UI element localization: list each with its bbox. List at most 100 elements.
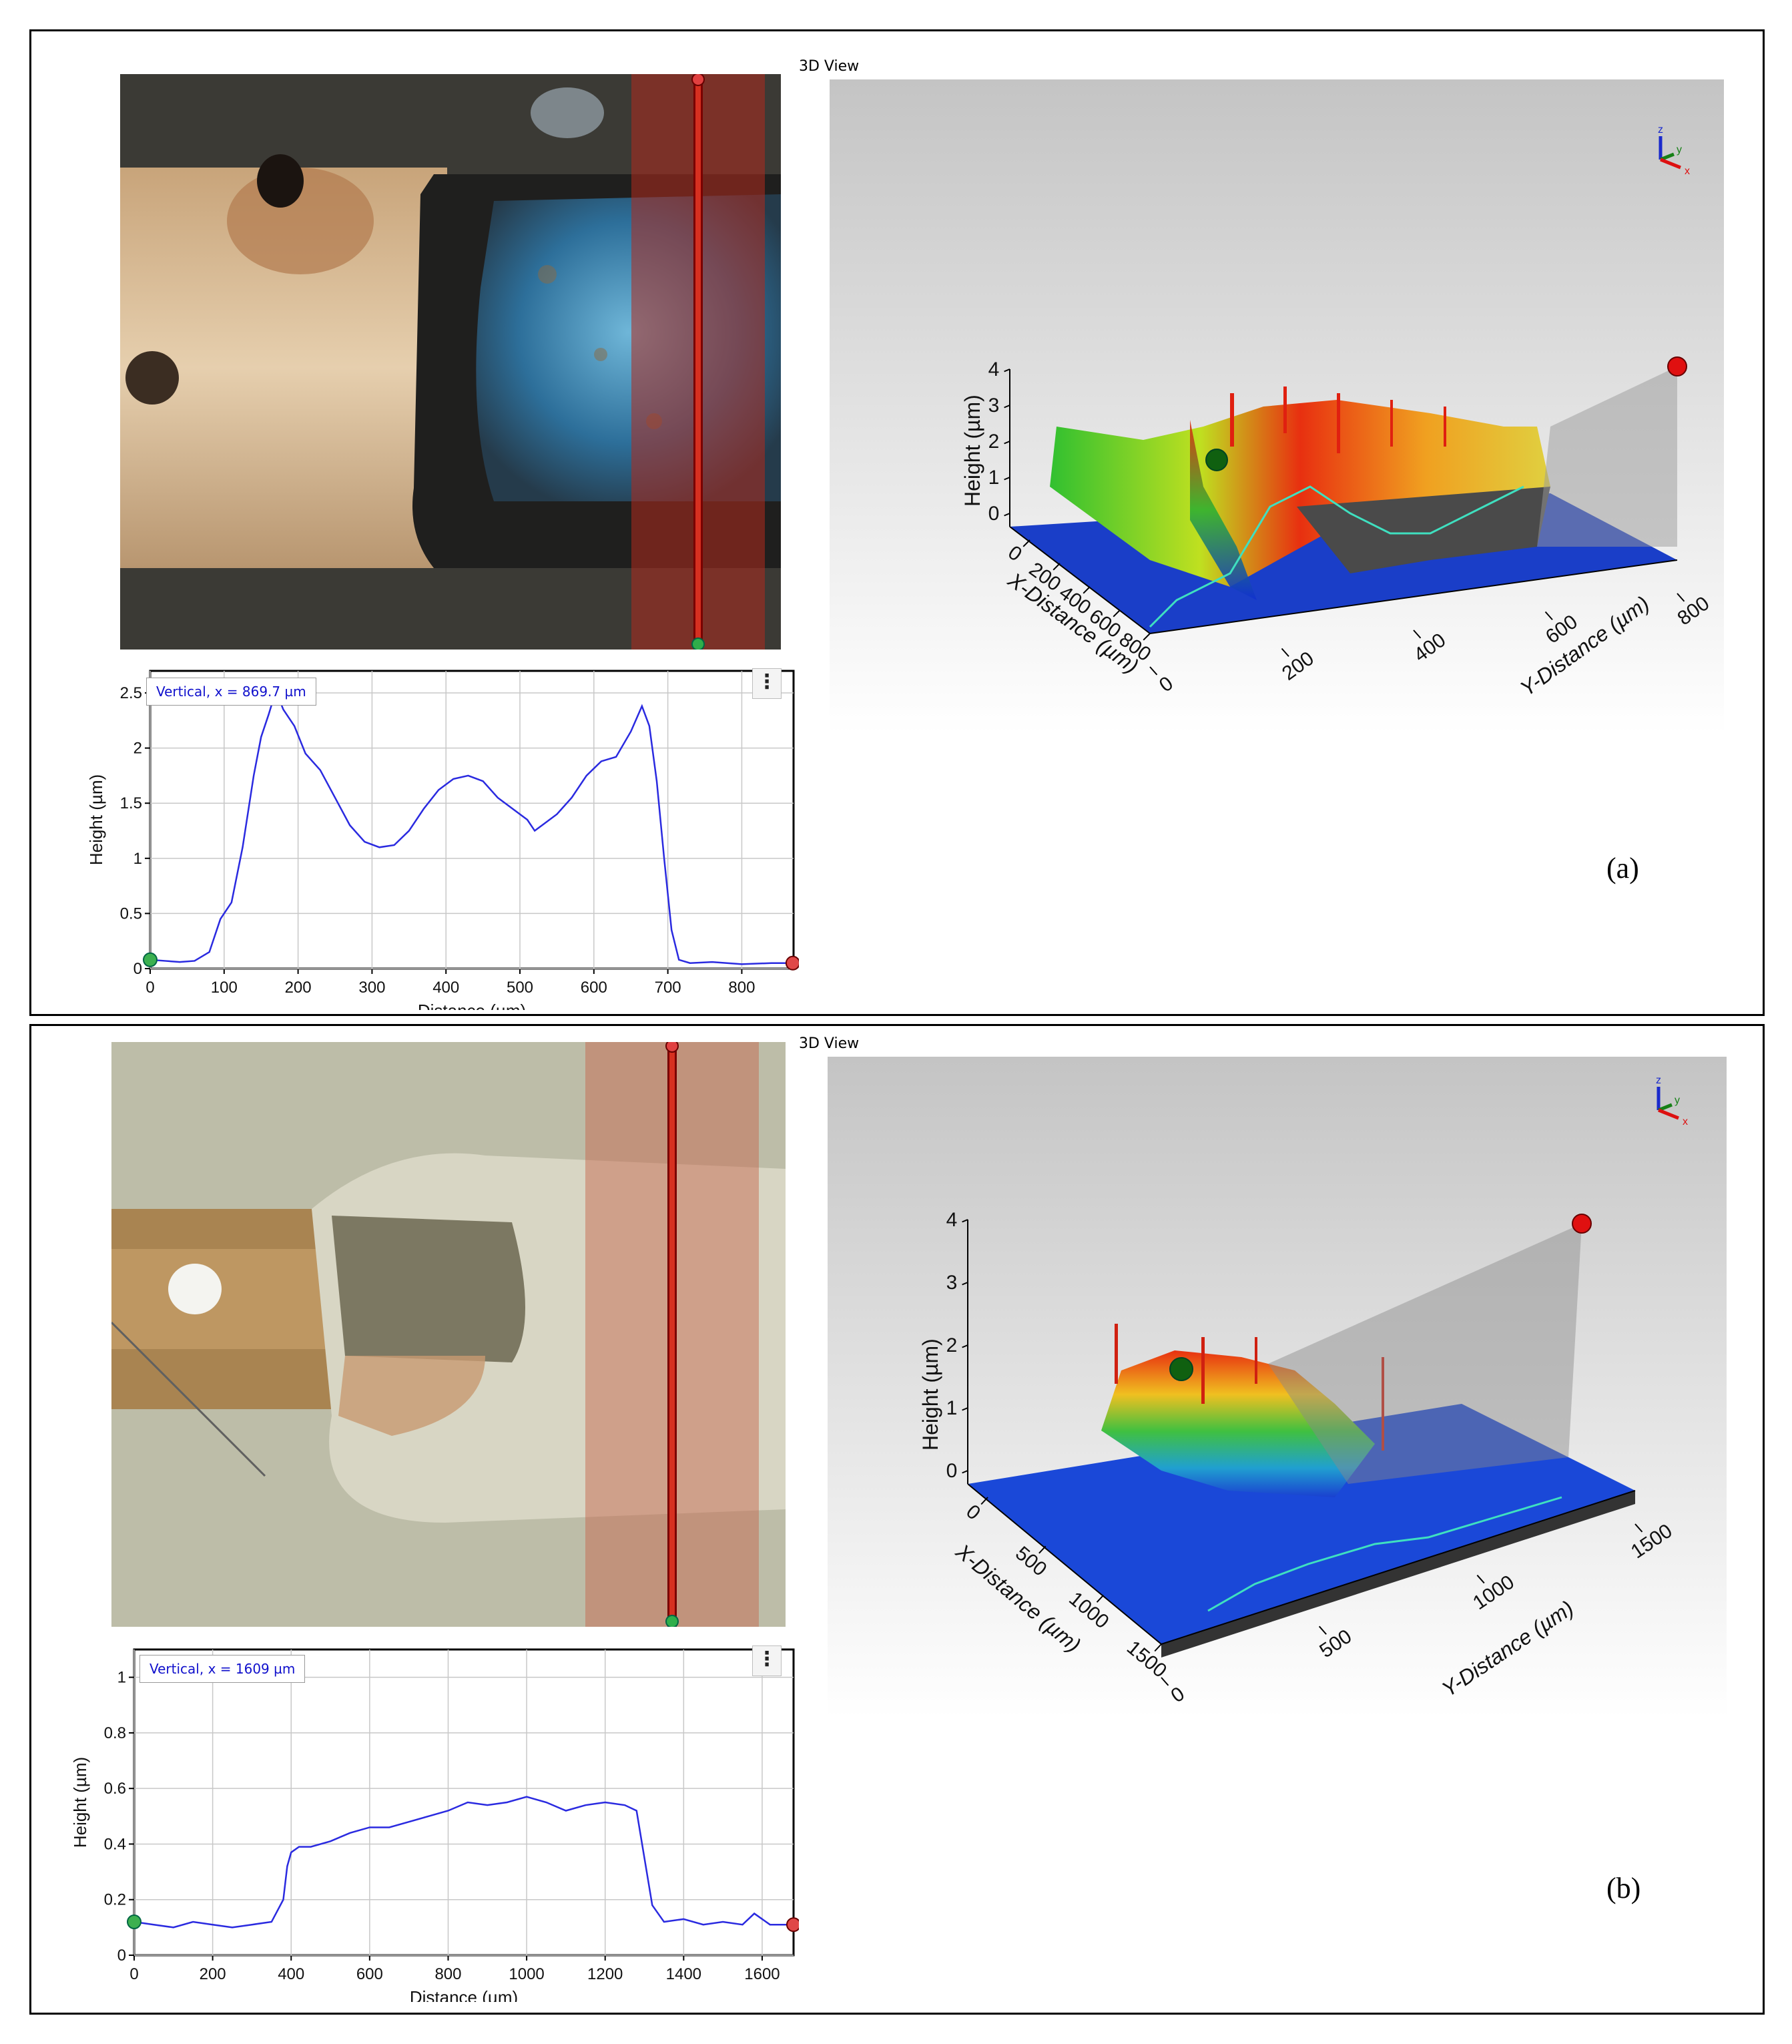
z-axis-label: Height (µm) [918,1338,942,1451]
panel-label: (a) [1606,852,1639,884]
svg-text:z: z [1656,1075,1661,1086]
z-tick-label: 0 [946,1460,958,1482]
start-marker [127,1914,141,1930]
y-tick-label: 2 [133,740,142,758]
y-tick-label: 0.4 [104,1835,126,1853]
y-tick-label: 0 [117,1947,126,1965]
z-axis-label: Height (µm) [960,395,984,507]
start-marker [143,952,158,967]
x-tick-label: 200 [200,1965,226,1983]
x-tick-label: 400 [432,979,459,997]
profile-line [133,1796,794,1929]
height-profile-chart: 0 100 200 300 400 500 600 700 800 0 0.5 1 1.5 2 2.5 Dis… [58,663,800,1021]
x-tick-label: 300 [358,979,385,997]
y-tick [1634,1523,1643,1533]
view-title: 3D View [799,1035,860,1052]
view-title: 3D View [799,58,860,75]
x-tick [1143,633,1151,641]
y-tick [1281,648,1289,658]
y-axis-label: Height (µm) [86,774,106,865]
plot-area [133,1648,795,1957]
height-surface [1050,400,1550,587]
y-tick [1476,1575,1485,1584]
x-tick [1083,586,1091,594]
x-tick-label: 200 [285,979,312,997]
z-tick [962,1470,968,1474]
x-tick-label: 600 [581,979,607,997]
z-tick-label: 3 [988,395,1000,417]
end-marker [1572,1214,1592,1234]
micrograph-image [111,1042,786,1627]
z-tick [1004,441,1010,445]
start-marker [1205,449,1228,471]
z-tick-label: 2 [946,1334,958,1356]
y-tick-label: 0.6 [104,1780,126,1798]
panel-a: 0 100 200 300 400 500 600 700 800 0 0.5 1 1.5 2 2.5 Dis… [29,29,1765,1021]
y-tick-label: 0.8 [104,1724,126,1742]
y-tick [1413,629,1422,639]
z-tick-label: 3 [946,1272,958,1294]
y-axis-label: Height (µm) [70,1757,90,1848]
x-tick-label: 400 [278,1965,304,1983]
end-marker [785,955,800,971]
end-marker [1667,356,1687,376]
axis-triad-icon: z y x [1658,124,1690,177]
more-options-button[interactable]: ⋮ [752,668,782,699]
svg-text:y: y [1675,1095,1680,1106]
y-tick-label: 0.2 [104,1891,126,1909]
z-tick-label: 4 [946,1209,958,1231]
more-options-button[interactable]: ⋮ [752,1645,782,1676]
x-axis-label: Distance (µm) [418,1001,526,1010]
x-tick [1113,609,1121,617]
x-tick [1053,563,1061,571]
z-tick [962,1407,968,1411]
x-tick-label: 100 [211,979,238,997]
svg-text:z: z [1658,124,1663,136]
x-tick [1022,539,1030,547]
z-tick [962,1344,968,1348]
z-tick-label: 1 [988,467,1000,489]
x-tick-label: 500 [507,979,533,997]
x-tick [980,1497,988,1505]
x-tick [1154,1643,1162,1652]
z-tick-label: 0 [988,503,1000,525]
x-tick-label: 700 [655,979,681,997]
panel-label: (b) [1606,1872,1641,1904]
x-tick-label: 1400 [666,1965,701,1983]
y-tick-label: 1 [117,1669,126,1687]
x-tick-label: 1600 [744,1965,780,1983]
y-tick [1149,666,1158,676]
panel-b: 0 200 400 600 800 1000 1200 1400 1600 0 0.2 0.4 0.6 0… [29,1024,1765,2015]
y-tick [1544,611,1553,621]
start-marker [1169,1357,1193,1381]
y-tick-label: 1 [133,850,142,868]
profile-tag: Vertical, x = 1609 µm [139,1655,306,1683]
z-tick [1004,477,1010,481]
svg-text:y: y [1677,144,1682,156]
x-tick-label: 1200 [587,1965,623,1983]
surface-base [968,1404,1635,1644]
height-surface [1101,1350,1375,1497]
z-tick [962,1282,968,1286]
y-tick-label: 0 [133,960,142,978]
z-tick [1004,368,1010,372]
x-tick-label: 1000 [509,1965,544,1983]
z-tick-label: 4 [988,358,1000,380]
y-tick [1318,1625,1327,1635]
x-tick-label: 800 [434,1965,461,1983]
svg-text:x: x [1685,166,1690,177]
x-tick-label: 600 [356,1965,383,1983]
profile-line [150,688,793,965]
y-tick-label: 0.5 [120,905,142,923]
x-tick-label: 800 [728,979,755,997]
profile-tag: Vertical, x = 869.7 µm [146,678,316,706]
z-tick-label: 2 [988,431,1000,453]
z-tick [962,1219,968,1223]
end-marker [786,1917,801,1933]
micrograph-image [120,74,781,650]
y-tick-label: 2.5 [120,684,142,702]
x-tick [1038,1545,1047,1554]
y-tick-label: 1.5 [120,794,142,812]
height-profile-chart: 0 200 400 600 800 1000 1200 1400 1600 0 0.2 0.4 0.6 0… [51,1641,801,2007]
